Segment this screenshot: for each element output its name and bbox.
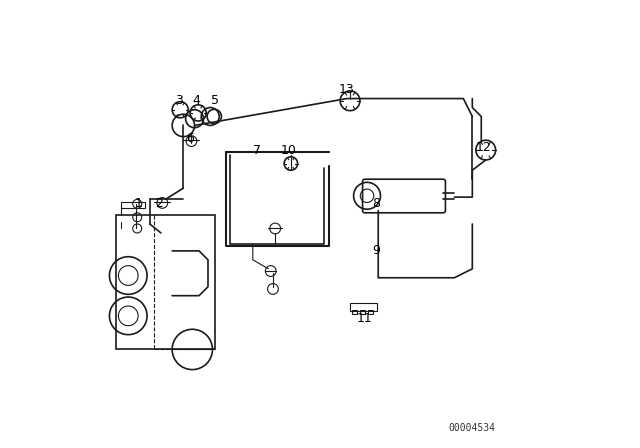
Text: 6: 6 — [186, 132, 194, 146]
Text: 11: 11 — [357, 311, 372, 325]
Text: 9: 9 — [372, 244, 380, 258]
Text: 5: 5 — [211, 94, 219, 108]
FancyBboxPatch shape — [362, 179, 445, 213]
Bar — [352, 310, 356, 314]
Text: 13: 13 — [339, 83, 355, 96]
Bar — [121, 202, 145, 208]
Text: 10: 10 — [281, 143, 296, 157]
Text: 12: 12 — [476, 141, 492, 155]
Text: 2: 2 — [155, 197, 163, 211]
Bar — [116, 215, 215, 349]
Bar — [369, 310, 373, 314]
Text: 8: 8 — [372, 197, 380, 211]
Text: 00004534: 00004534 — [449, 423, 496, 433]
Text: 4: 4 — [193, 94, 201, 108]
Bar — [351, 303, 378, 311]
Text: 3: 3 — [175, 94, 183, 108]
Bar — [360, 310, 365, 314]
Text: 7: 7 — [253, 143, 261, 157]
Text: 1: 1 — [134, 197, 143, 211]
